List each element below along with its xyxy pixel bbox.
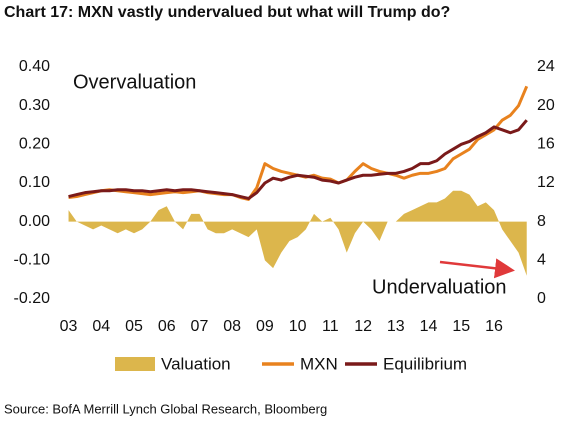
y-tick-label: 0.30 — [19, 97, 50, 114]
line — [68, 85, 529, 201]
chart-title: Chart 17: MXN vastly undervalued but wha… — [4, 4, 450, 21]
x-tick-label: 03 — [60, 318, 78, 335]
x-tick-label: 05 — [125, 318, 143, 335]
y-tick-label: 0.40 — [19, 58, 50, 75]
x-tick-label: 16 — [485, 318, 503, 335]
y-tick-label: 0.20 — [19, 136, 50, 153]
x-tick-label: 08 — [223, 318, 241, 335]
annotation: Overvaluation — [73, 71, 196, 93]
y-tick-label: -0.10 — [14, 252, 51, 269]
x-tick-label: 10 — [289, 318, 307, 335]
legend-label: Valuation — [161, 354, 231, 373]
y2-tick-label: 12 — [537, 174, 555, 191]
line — [68, 119, 528, 200]
y-tick-label: 0.00 — [19, 213, 50, 230]
y2-tick-label: 16 — [537, 136, 555, 153]
x-tick-label: 12 — [354, 318, 372, 335]
y2-tick-label: 20 — [537, 97, 555, 114]
y-tick-label: -0.20 — [14, 290, 51, 307]
area — [68, 190, 527, 276]
x-tick-label: 11 — [322, 318, 339, 335]
legend-label: Equilibrium — [383, 354, 467, 373]
y-tick-label: 0.10 — [19, 174, 50, 191]
x-tick-label: 04 — [92, 318, 110, 335]
x-tick-label: 06 — [158, 318, 176, 335]
y2-tick-label: 0 — [537, 290, 546, 307]
annotation: Undervaluation — [372, 276, 507, 298]
x-tick-label: 07 — [191, 318, 209, 335]
legend-label: MXN — [300, 354, 338, 373]
arrow — [439, 258, 515, 279]
x-tick-label: 09 — [256, 318, 274, 335]
y2-tick-label: 4 — [537, 252, 546, 269]
source: Source: BofA Merrill Lynch Global Resear… — [4, 401, 327, 416]
legend-swatch — [115, 357, 155, 371]
y2-tick-label: 24 — [537, 58, 555, 75]
y2-tick-label: 8 — [537, 213, 546, 230]
x-tick-label: 13 — [387, 318, 405, 335]
x-tick-label: 15 — [452, 318, 470, 335]
x-tick-label: 14 — [420, 318, 438, 335]
